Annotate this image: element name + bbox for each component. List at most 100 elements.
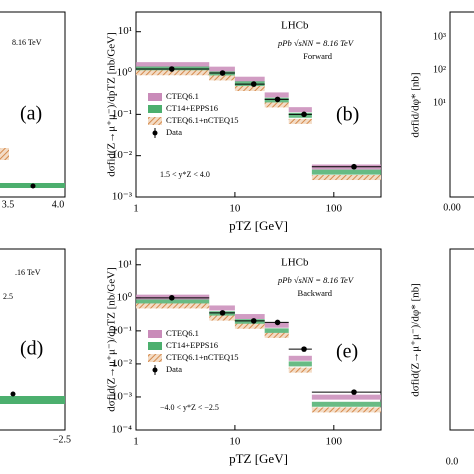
theory-band — [209, 315, 235, 321]
data-point — [274, 319, 281, 326]
data-point — [219, 70, 226, 76]
y-tick-label: 10⁰ — [117, 67, 133, 79]
theory-band — [209, 305, 235, 311]
data-point — [274, 96, 281, 103]
y-tick-label: 10¹ — [433, 97, 446, 108]
theory-band — [136, 70, 210, 76]
panel-frame — [0, 248, 66, 431]
y-tick-label: 10¹ — [118, 258, 132, 270]
theory-band — [234, 76, 265, 82]
rapidity: 1.5 < y*Z < 4.0 — [160, 170, 210, 179]
band — [0, 396, 65, 404]
theory-band — [288, 112, 312, 118]
y-tick-label: 10¹ — [118, 25, 132, 37]
theory-band — [136, 299, 210, 305]
theory-band — [209, 66, 235, 72]
theory-band — [311, 169, 381, 175]
y-axis-label: dσfid(Z→μ⁺μ⁻)/dpTZ [nb/GeV] — [106, 267, 118, 412]
x-tick-label: 10 — [229, 203, 241, 215]
annotation: 2.5 — [3, 292, 13, 301]
legend-label: CTEQ6.1+nCTEQ15 — [166, 352, 239, 362]
y-axis-label: dσfid/dφ* [nb] — [410, 72, 422, 137]
theory-band — [288, 355, 312, 361]
theory-band — [288, 361, 312, 367]
data-point — [301, 346, 307, 352]
legend-swatch — [148, 117, 162, 125]
legend-label: CTEQ6.1+nCTEQ15 — [166, 115, 239, 125]
theory-band — [264, 322, 289, 328]
x-tick-label: 3.5 — [2, 199, 15, 210]
x-tick-label: 100 — [326, 436, 343, 448]
x-tick-label: 10 — [229, 436, 241, 448]
data-point — [219, 310, 226, 316]
theory-band — [264, 92, 289, 98]
data-point — [250, 81, 257, 87]
plot-frame — [135, 11, 382, 198]
y-tick-label: 10² — [433, 64, 446, 75]
legend-swatch — [148, 93, 162, 101]
panel-label: (e) — [336, 341, 358, 363]
data-point — [168, 66, 175, 72]
experiment: LHCb — [281, 20, 309, 32]
legend-swatch — [148, 105, 162, 113]
data-point — [351, 163, 357, 170]
theory-band — [311, 175, 381, 181]
theory-band — [264, 328, 289, 334]
panel-label: (d) — [20, 338, 43, 360]
data-point — [250, 318, 257, 324]
y-tick-label: 10⁻³ — [112, 390, 133, 402]
y-tick-label: 10⁻⁴ — [111, 424, 132, 436]
legend-label: CT14+EPPS16 — [166, 340, 218, 350]
plot-frame — [135, 248, 382, 431]
data-point — [168, 295, 175, 301]
legend-label: Data — [166, 127, 182, 137]
annotation: 8.16 TeV — [12, 38, 42, 47]
y-axis-label: dσfid(Z→μ⁺μ⁻)/dφ* [nb] — [410, 283, 422, 397]
x-axis-label: pTZ [GeV] — [229, 451, 288, 466]
x-tick-label: 4.0 — [52, 199, 65, 210]
theory-band — [209, 75, 235, 81]
theory-band — [288, 118, 312, 124]
marker — [30, 183, 36, 189]
y-tick-label: 10⁻¹ — [112, 324, 132, 336]
legend-label: CTEQ6.1 — [166, 328, 199, 338]
annotation: .16 TeV — [15, 268, 41, 277]
x-tick-label: 100 — [326, 203, 343, 215]
y-tick-label: 10⁻³ — [112, 191, 133, 203]
system: pPb √sNN = 8.16 TeV — [277, 275, 355, 285]
theory-band — [311, 394, 381, 400]
theory-band — [311, 407, 381, 413]
y-axis-label: dσfid(Z→μ⁺μ⁻)/dpTZ [nb/GeV] — [106, 32, 118, 177]
data-point — [301, 111, 307, 118]
x-tick-label: 0.0 — [446, 456, 459, 467]
theory-band — [288, 107, 312, 113]
experiment: LHCb — [281, 257, 309, 269]
x-tick-label: −2.5 — [53, 434, 71, 445]
x-tick-label: 1 — [133, 436, 139, 448]
region: Forward — [303, 51, 333, 61]
legend-swatch — [148, 342, 162, 350]
system: pPb √sNN = 8.16 TeV — [277, 38, 355, 48]
y-tick-label: 10⁻² — [112, 357, 133, 369]
panel-frame — [0, 11, 66, 198]
panel-label: (a) — [20, 103, 42, 125]
legend-swatch — [148, 354, 162, 362]
x-axis-label: pTZ [GeV] — [229, 218, 288, 233]
theory-band — [264, 332, 289, 338]
y-tick-label: 10⁻² — [112, 149, 133, 161]
theory-band — [311, 401, 381, 407]
y-tick-label: 10⁻¹ — [112, 108, 132, 120]
theory-band — [136, 62, 210, 68]
x-tick-label: 1 — [133, 203, 139, 215]
theory-band — [234, 319, 265, 325]
band — [0, 148, 9, 160]
theory-band — [136, 303, 210, 309]
x-tick-label: 0.00 — [443, 202, 461, 213]
legend-label: CT14+EPPS16 — [166, 103, 218, 113]
region: Backward — [298, 288, 333, 298]
marker — [10, 391, 16, 397]
legend-label: Data — [166, 364, 182, 374]
data-point — [351, 389, 357, 395]
panel-label: (b) — [336, 104, 359, 126]
